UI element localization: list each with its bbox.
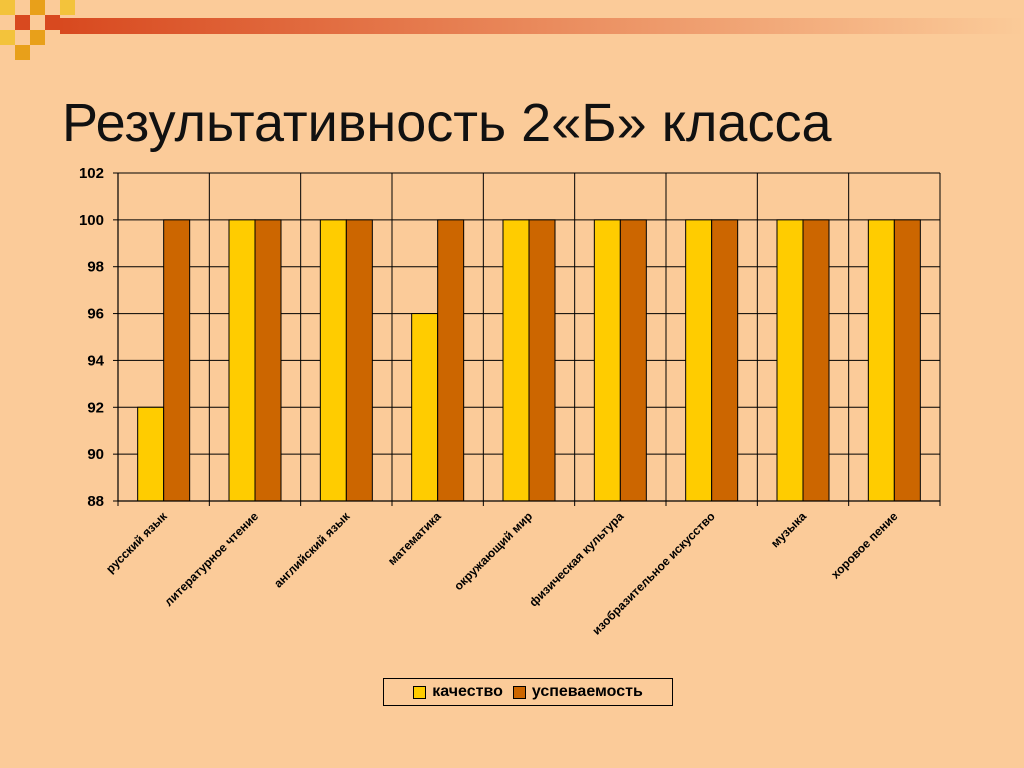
x-category-label: математика: [385, 509, 444, 568]
y-tick-label: 94: [87, 352, 104, 369]
legend-swatch-progress: [512, 685, 526, 699]
y-tick-label: 92: [87, 399, 104, 416]
x-category-label: литературное чтение: [161, 509, 261, 609]
bar-progress: [619, 219, 647, 502]
bar-quality: [867, 219, 895, 502]
y-tick-label: 100: [79, 212, 104, 229]
bar-quality: [319, 219, 347, 502]
bar-quality: [593, 219, 621, 502]
y-tick-label: 96: [87, 306, 104, 323]
decorative-header-bar: [0, 0, 1024, 60]
legend-label-progress: успеваемость: [531, 683, 643, 700]
x-category-label: музыка: [768, 509, 809, 550]
x-category-label: хоровое пение: [828, 509, 900, 581]
bar-quality: [776, 219, 804, 502]
x-category-label: английский язык: [271, 509, 353, 591]
legend-label-quality: качество: [432, 683, 503, 700]
x-category-label: физическая культура: [526, 509, 626, 609]
y-tick-label: 98: [87, 259, 104, 276]
y-tick-label: 90: [87, 446, 104, 463]
bar-quality: [411, 313, 439, 502]
bar-progress: [163, 219, 191, 502]
bar-progress: [528, 219, 556, 502]
bar-progress: [711, 219, 739, 502]
slide-title: Результативность 2«Б» класса: [62, 93, 832, 153]
bar-progress: [802, 219, 830, 502]
bar-quality: [228, 219, 256, 502]
x-category-label: русский язык: [103, 509, 170, 576]
bar-progress: [437, 219, 465, 502]
legend-item-quality: качество: [413, 683, 503, 701]
bar-progress: [254, 219, 282, 502]
y-tick-label: 102: [79, 165, 104, 182]
chart-legend: качество успеваемость: [383, 678, 673, 706]
x-category-label: окружающий мир: [451, 509, 535, 593]
bar-quality: [502, 219, 530, 502]
bar-progress: [345, 219, 373, 502]
legend-item-progress: успеваемость: [512, 683, 643, 701]
bar-quality: [685, 219, 713, 502]
bar-quality: [137, 406, 165, 502]
legend-swatch-quality: [413, 685, 427, 699]
y-tick-label: 88: [87, 493, 104, 510]
bar-progress: [893, 219, 921, 502]
